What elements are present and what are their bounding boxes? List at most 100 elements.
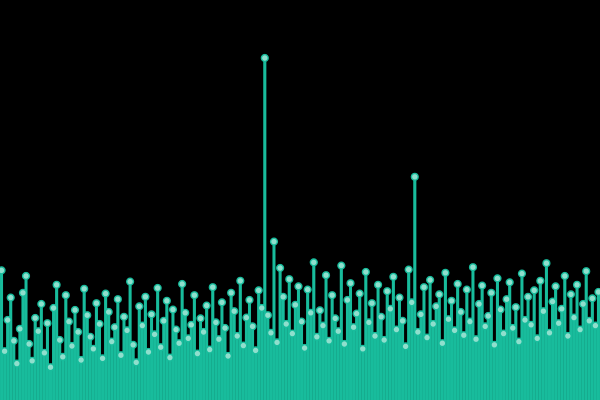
- stem-marker: [43, 319, 52, 328]
- stem-marker: [132, 358, 141, 367]
- stem-marker: [496, 305, 505, 314]
- stem-marker: [236, 276, 245, 285]
- stem-marker: [104, 307, 113, 317]
- stem-marker: [31, 313, 40, 323]
- stem-marker: [426, 275, 435, 285]
- stem-marker: [174, 339, 184, 348]
- stem-marker: [474, 299, 484, 309]
- stem-marker: [28, 356, 37, 365]
- stem-marker: [178, 279, 187, 289]
- stem-marker: [64, 317, 73, 326]
- stem-marker: [331, 314, 340, 323]
- stem-marker: [505, 278, 514, 287]
- stem-marker: [349, 323, 358, 332]
- stem-marker: [269, 237, 279, 246]
- stem-marker: [594, 287, 600, 297]
- stem-marker: [98, 354, 107, 363]
- stem-marker: [18, 288, 28, 297]
- stem-marker: [487, 288, 496, 297]
- stem-marker: [575, 325, 585, 334]
- stem-marker: [429, 319, 438, 329]
- stem-marker: [545, 328, 554, 337]
- stem-marker: [49, 303, 58, 313]
- stem-marker: [343, 295, 352, 305]
- stem-marker: [471, 335, 481, 344]
- stem-marker: [392, 325, 401, 334]
- stem-marker: [530, 286, 539, 295]
- stem-marker: [542, 259, 551, 268]
- stem-marker: [517, 269, 527, 278]
- stem-marker: [334, 327, 343, 336]
- stem-marker: [211, 318, 220, 327]
- stem-marker: [416, 310, 426, 319]
- stem-lines-group: [0, 58, 600, 400]
- stem-marker: [199, 327, 208, 337]
- stem-marker: [34, 327, 43, 336]
- stem-marker: [129, 340, 138, 349]
- stem-marker: [67, 341, 77, 351]
- stem-marker: [579, 299, 588, 309]
- stem-marker: [536, 276, 545, 285]
- stem-marker: [233, 331, 242, 341]
- stem-marker: [6, 293, 15, 302]
- stem-marker: [37, 299, 46, 309]
- stem-marker: [432, 302, 441, 311]
- stem-marker: [566, 290, 576, 299]
- stem-marker: [165, 353, 175, 362]
- stem-marker: [12, 359, 21, 368]
- stem-marker: [159, 316, 168, 325]
- stem-marker: [266, 328, 276, 337]
- stem-marker: [435, 290, 444, 299]
- stem-marker: [89, 344, 98, 353]
- stem-marker: [548, 297, 557, 306]
- stem-marker: [248, 322, 257, 331]
- stem-marker: [410, 172, 419, 181]
- stem-marker: [150, 330, 159, 339]
- stem-marker: [401, 342, 410, 351]
- stem-marker: [370, 331, 380, 341]
- stem-marker: [187, 320, 196, 329]
- stem-marker: [413, 327, 422, 337]
- stem-marker: [324, 336, 334, 345]
- stem-marker: [260, 53, 269, 63]
- stem-marker: [184, 334, 193, 343]
- stem-marker: [202, 301, 211, 310]
- stem-marker: [315, 306, 325, 315]
- stem-marker: [168, 305, 178, 314]
- stem-marker: [227, 288, 236, 297]
- stem-marker: [441, 268, 450, 277]
- stem-marker: [190, 291, 199, 300]
- stem-marker: [297, 317, 306, 326]
- stem-marker: [0, 347, 9, 356]
- stem-marker: [138, 321, 147, 330]
- stem-marker: [276, 263, 285, 273]
- stem-marker: [484, 311, 493, 321]
- stem-marker: [312, 332, 321, 341]
- stem-marker: [502, 295, 511, 304]
- stem-marker: [73, 327, 83, 337]
- stem-marker: [9, 336, 18, 345]
- stem-marker: [569, 313, 579, 322]
- stem-marker: [511, 303, 520, 312]
- stem-marker: [554, 319, 563, 328]
- stem-marker: [254, 286, 263, 295]
- stem-marker: [346, 279, 355, 288]
- stem-marker: [340, 339, 349, 349]
- stem-marker: [527, 320, 536, 329]
- stem-marker: [352, 309, 361, 318]
- stem-marker: [422, 333, 432, 342]
- stem-marker: [300, 343, 309, 353]
- stem-marker: [318, 321, 328, 330]
- stem-marker: [364, 318, 373, 327]
- stem-marker: [572, 280, 582, 289]
- stem-marker: [361, 267, 370, 277]
- stem-marker: [61, 291, 70, 300]
- stem-marker: [119, 312, 129, 321]
- stem-marker: [447, 296, 456, 305]
- stem-marker: [303, 285, 312, 294]
- stem-marker: [499, 329, 508, 338]
- stem-marker: [83, 311, 92, 320]
- stem-marker: [272, 338, 282, 347]
- stem-marker: [337, 261, 346, 270]
- stem-marker: [419, 283, 429, 292]
